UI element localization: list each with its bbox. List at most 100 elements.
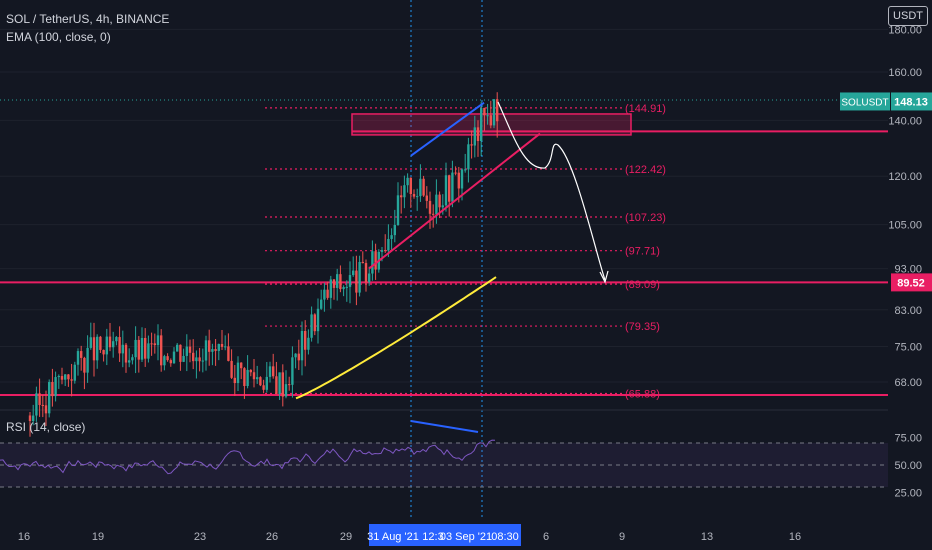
candle-body (96, 336, 99, 361)
time-tick: 9 (619, 531, 625, 543)
candle-body (480, 107, 483, 142)
time-tick: 23 (194, 531, 206, 543)
candle-body (368, 273, 371, 283)
candle-body (288, 384, 291, 386)
candle-body (198, 357, 201, 362)
drawings (295, 101, 609, 400)
candle-body (214, 349, 217, 351)
rsi-pane (0, 420, 888, 488)
candle-body (297, 353, 300, 361)
rsi-divergence-line (410, 420, 479, 433)
candle-body (438, 194, 441, 208)
fib-level-label: (144.91) (625, 103, 666, 115)
fib-level-label: (107.23) (625, 212, 666, 224)
price-tick: 180.00 (888, 24, 922, 36)
candle-body (400, 195, 403, 198)
price-tick: 140.00 (888, 115, 922, 127)
price-tick: 68.00 (894, 377, 922, 389)
fib-level-label: (97.71) (625, 246, 660, 258)
candle-body (307, 337, 310, 350)
rsi-tick: 50.00 (894, 460, 922, 472)
candle-body (441, 205, 444, 208)
candle-body (102, 349, 105, 355)
candle-body (316, 308, 320, 332)
candle-body (32, 415, 35, 422)
currency-button[interactable]: USDT (888, 6, 928, 26)
time-axis[interactable]: 16 19 23 26 29 31 Aug '21 12:303 Sep '21 08:30 6… (0, 522, 932, 550)
time-tick: 16 (789, 531, 801, 543)
rising-trend-line (368, 132, 541, 270)
candle-body (227, 346, 230, 361)
candle-body (352, 270, 355, 276)
candle-body (374, 251, 377, 270)
candle-body (268, 366, 272, 377)
projection-path (497, 101, 606, 281)
time-tick: 08:30 (491, 531, 519, 543)
candle-body (140, 337, 144, 360)
candle-body (262, 385, 265, 390)
candle-body (380, 250, 384, 252)
candle-body (150, 343, 153, 345)
candle-body (112, 341, 115, 348)
candle-body (243, 368, 246, 387)
candle-body (332, 279, 336, 288)
price-axis[interactable]: 180.00 160.00 140.00 120.00 105.00 93.00 83.00… (840, 0, 932, 550)
level-price-value: 89.52 (897, 277, 925, 289)
candle-body (364, 263, 368, 283)
time-tick: 12:3 (422, 531, 443, 543)
candle-body (54, 377, 57, 397)
candle-body (137, 339, 140, 360)
candle-body (35, 393, 38, 416)
candle-body (412, 194, 416, 197)
symbol-badge-label: SOLUSDT (841, 97, 888, 108)
upper-trend-line (410, 101, 485, 157)
candle-body (204, 340, 208, 361)
candle-body (396, 195, 400, 225)
candle-body (278, 372, 281, 394)
candle-body (128, 360, 131, 363)
candle-body (121, 344, 124, 354)
candle-body (320, 299, 323, 309)
candle-body (294, 353, 297, 358)
candle-body (304, 330, 307, 350)
candle-body (92, 337, 96, 361)
candle-body (457, 172, 460, 189)
candle-body (435, 194, 438, 215)
ema-legend[interactable]: EMA (100, close, 0) (6, 30, 111, 44)
candle-body (339, 274, 342, 290)
candle-body (246, 369, 249, 387)
candle-body (134, 339, 137, 358)
candle-body (470, 144, 473, 146)
candle-body (387, 238, 390, 251)
candle-body (464, 169, 467, 171)
ema-line (295, 276, 497, 400)
candle-body (489, 115, 492, 126)
candle-body (220, 344, 224, 347)
candle-body (300, 330, 304, 361)
candle-body (272, 366, 275, 377)
candle-body (124, 344, 128, 363)
candle-body (144, 337, 147, 359)
candle-body (486, 115, 489, 117)
time-tick: 16 (18, 531, 30, 543)
candle-body (416, 196, 419, 198)
price-tick: 105.00 (888, 220, 922, 232)
fib-level-label: (122.42) (625, 164, 666, 176)
candle-body (249, 369, 252, 373)
rsi-legend[interactable]: RSI (14, close) (6, 420, 86, 434)
candle-body (176, 344, 179, 352)
candle-body (233, 377, 236, 384)
candle-body (179, 344, 182, 362)
candle-body (217, 344, 220, 351)
candle-body (384, 250, 387, 252)
candle-body (473, 127, 476, 146)
symbol-legend[interactable]: SOL / TetherUS, 4h, BINANCE (6, 12, 170, 26)
candle-body (284, 384, 288, 397)
candle-body (310, 314, 313, 338)
rsi-tick: 75.00 (894, 433, 922, 445)
candle-body (86, 347, 89, 373)
last-price-badge (891, 92, 932, 111)
candle-body (83, 357, 86, 373)
candle-body (99, 336, 102, 350)
